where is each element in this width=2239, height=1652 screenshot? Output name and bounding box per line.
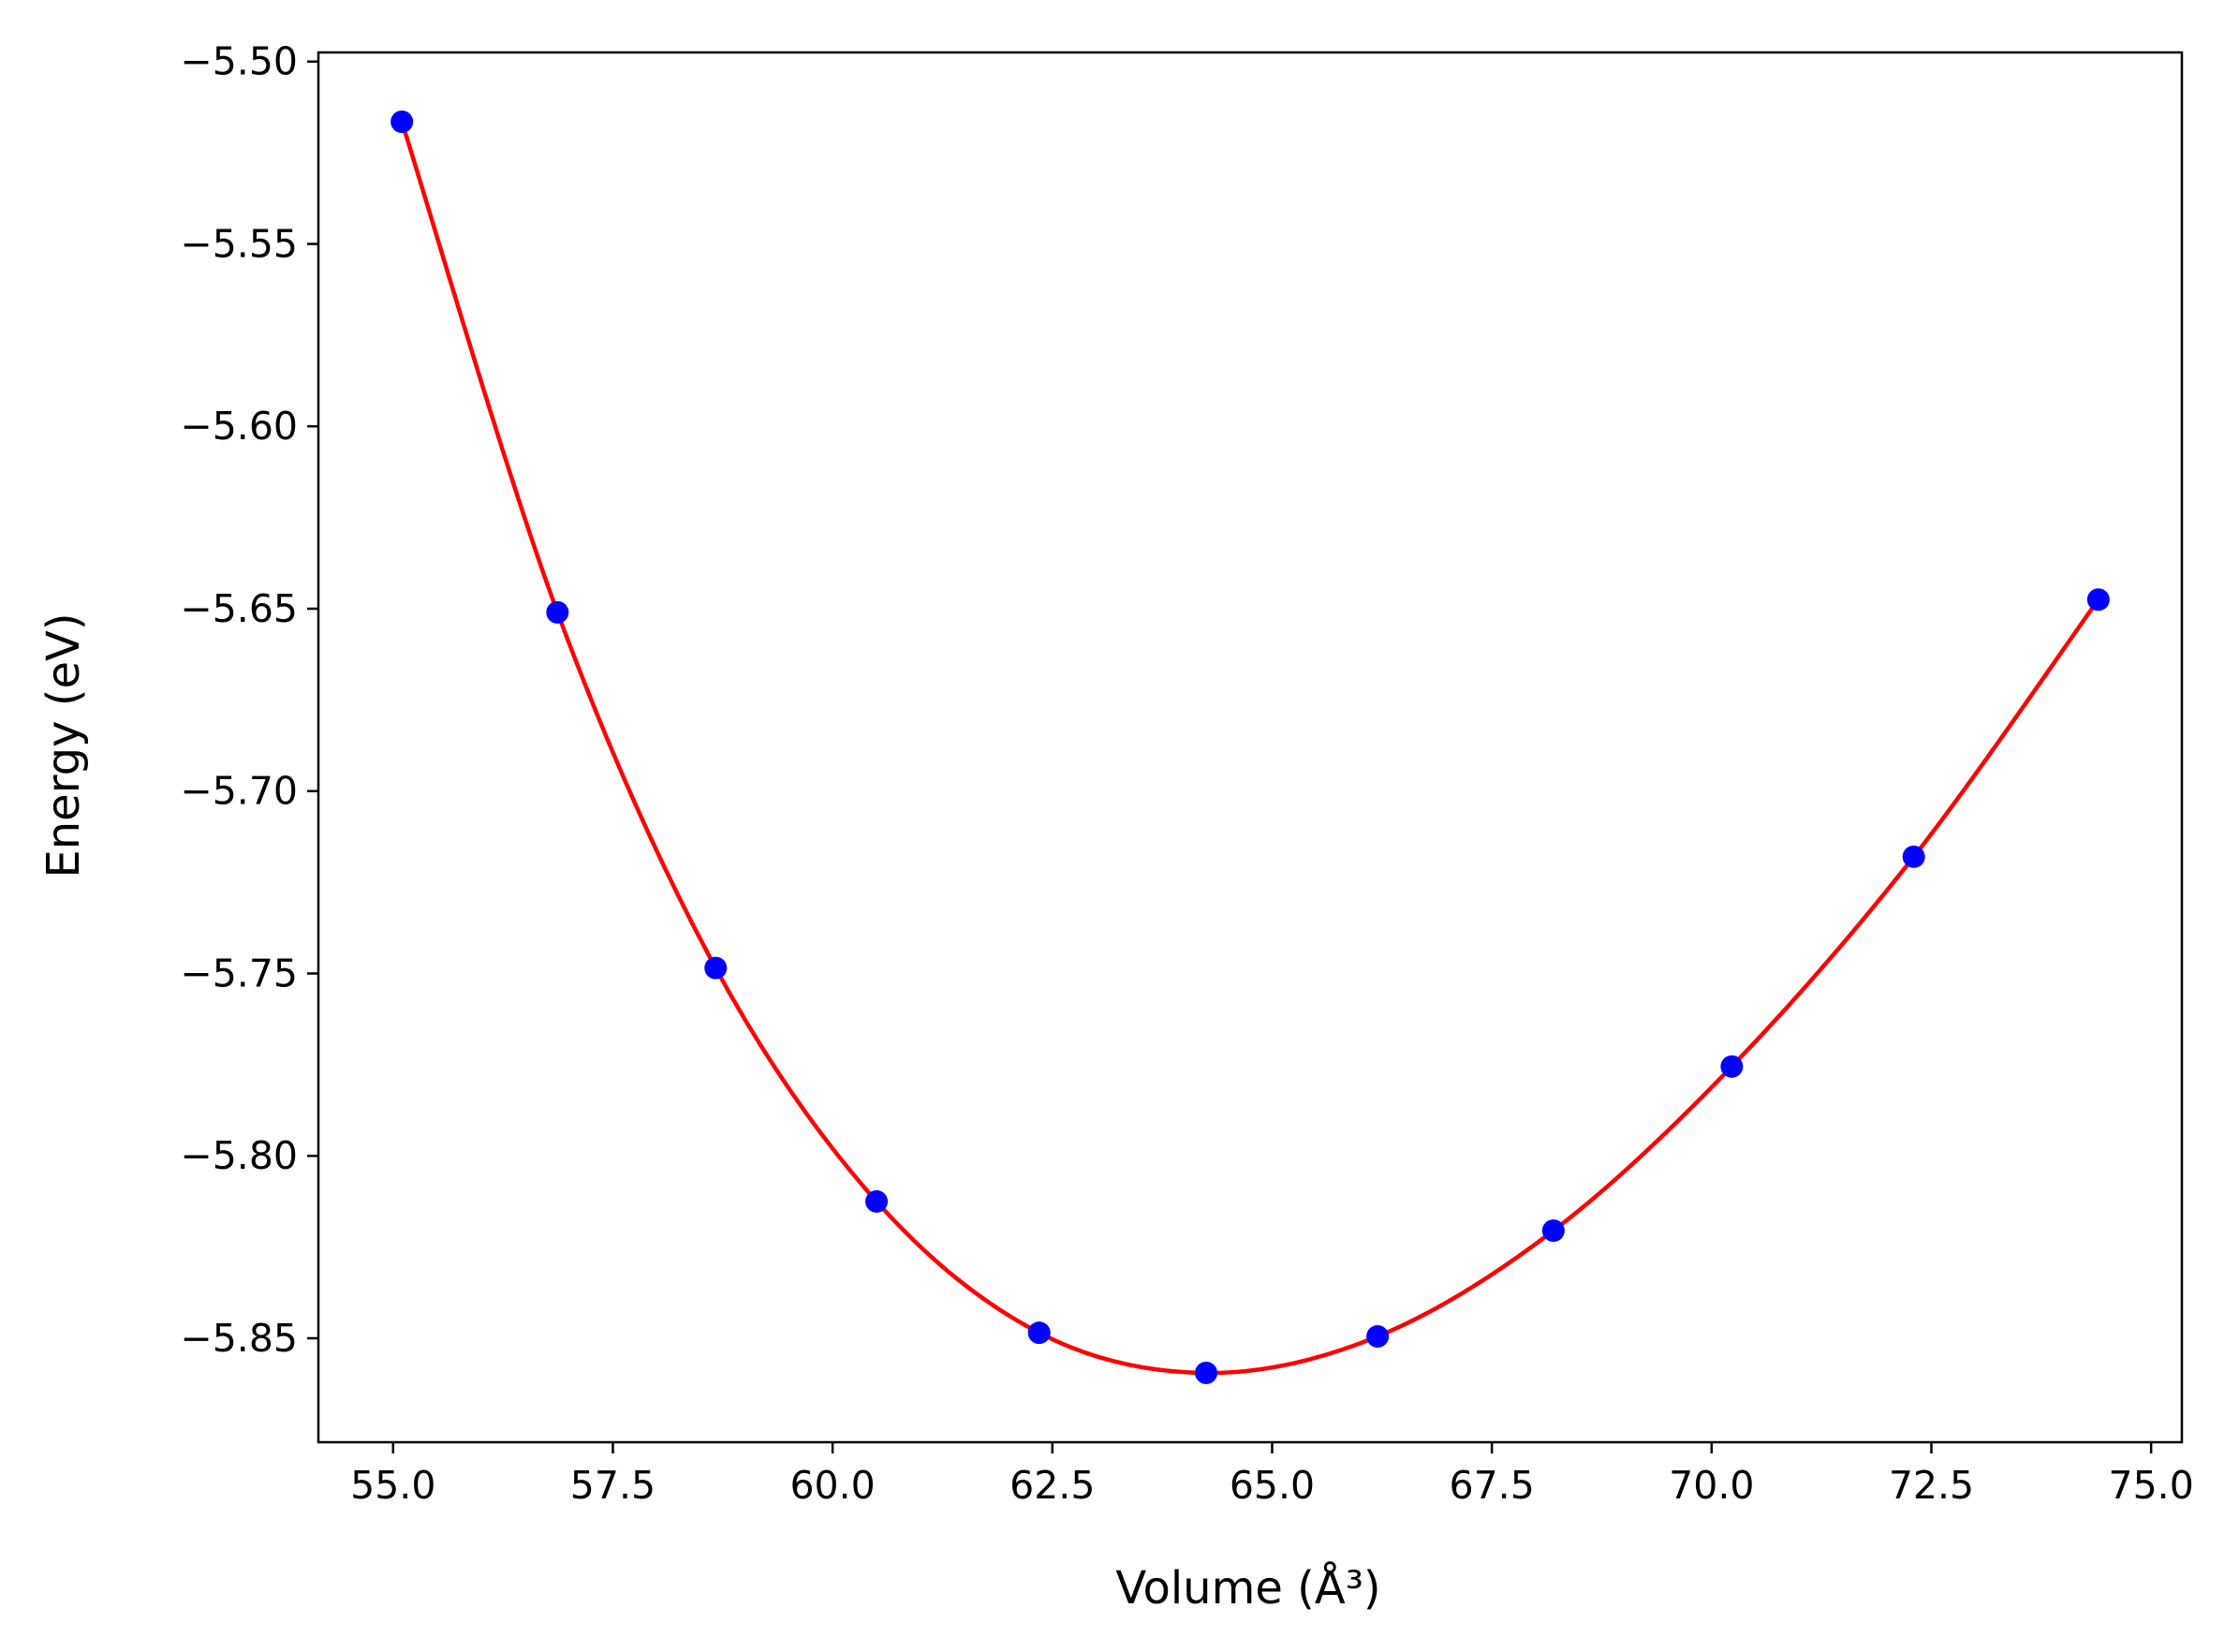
fit-curve xyxy=(400,121,2100,1376)
y-tick-label: −5.60 xyxy=(180,404,298,449)
x-tick-label: 65.0 xyxy=(1230,1463,1315,1508)
x-tick-label: 67.5 xyxy=(1449,1463,1534,1508)
y-tick-label: −5.80 xyxy=(180,1133,298,1178)
x-tick-label: 75.0 xyxy=(2108,1463,2193,1508)
data-point xyxy=(1195,1361,1218,1384)
y-tick-label: −5.70 xyxy=(180,769,298,814)
data-point xyxy=(1366,1325,1390,1349)
y-tick-label: −5.65 xyxy=(180,586,298,631)
data-point xyxy=(1902,845,1925,868)
data-point xyxy=(1720,1055,1744,1078)
x-tick-label: 60.0 xyxy=(789,1463,875,1508)
data-point xyxy=(1027,1321,1051,1345)
x-tick-label: 62.5 xyxy=(1009,1463,1095,1508)
data-point xyxy=(704,956,728,980)
plot-area xyxy=(390,111,2110,1384)
data-point xyxy=(2086,588,2110,612)
x-tick-label: 57.5 xyxy=(570,1463,655,1508)
x-tick-label: 70.0 xyxy=(1669,1463,1754,1508)
x-tick-label: 72.5 xyxy=(1889,1463,1974,1508)
data-point xyxy=(390,111,414,134)
y-tick-label: −5.75 xyxy=(180,951,298,996)
x-axis-label: Volume (Å³) xyxy=(1115,1561,1380,1615)
y-tick-label: −5.55 xyxy=(180,221,298,266)
plot-frame xyxy=(317,51,2184,1444)
y-axis: −5.50 −5.55 −5.60 −5.65 −5.70 −5.75 −5.80 −5.85 xyxy=(180,39,318,1361)
y-tick-label: −5.50 xyxy=(180,39,298,84)
data-point xyxy=(1541,1219,1565,1243)
y-tick-label: −5.85 xyxy=(180,1316,298,1361)
data-point xyxy=(865,1189,889,1213)
x-tick-label: 55.0 xyxy=(350,1463,435,1508)
x-axis: 55.0 57.5 60.0 62.5 65.0 67.5 70.0 72.5 75.0 xyxy=(350,1442,2194,1508)
y-axis-label: Energy (eV) xyxy=(37,612,90,878)
data-point xyxy=(546,600,569,624)
